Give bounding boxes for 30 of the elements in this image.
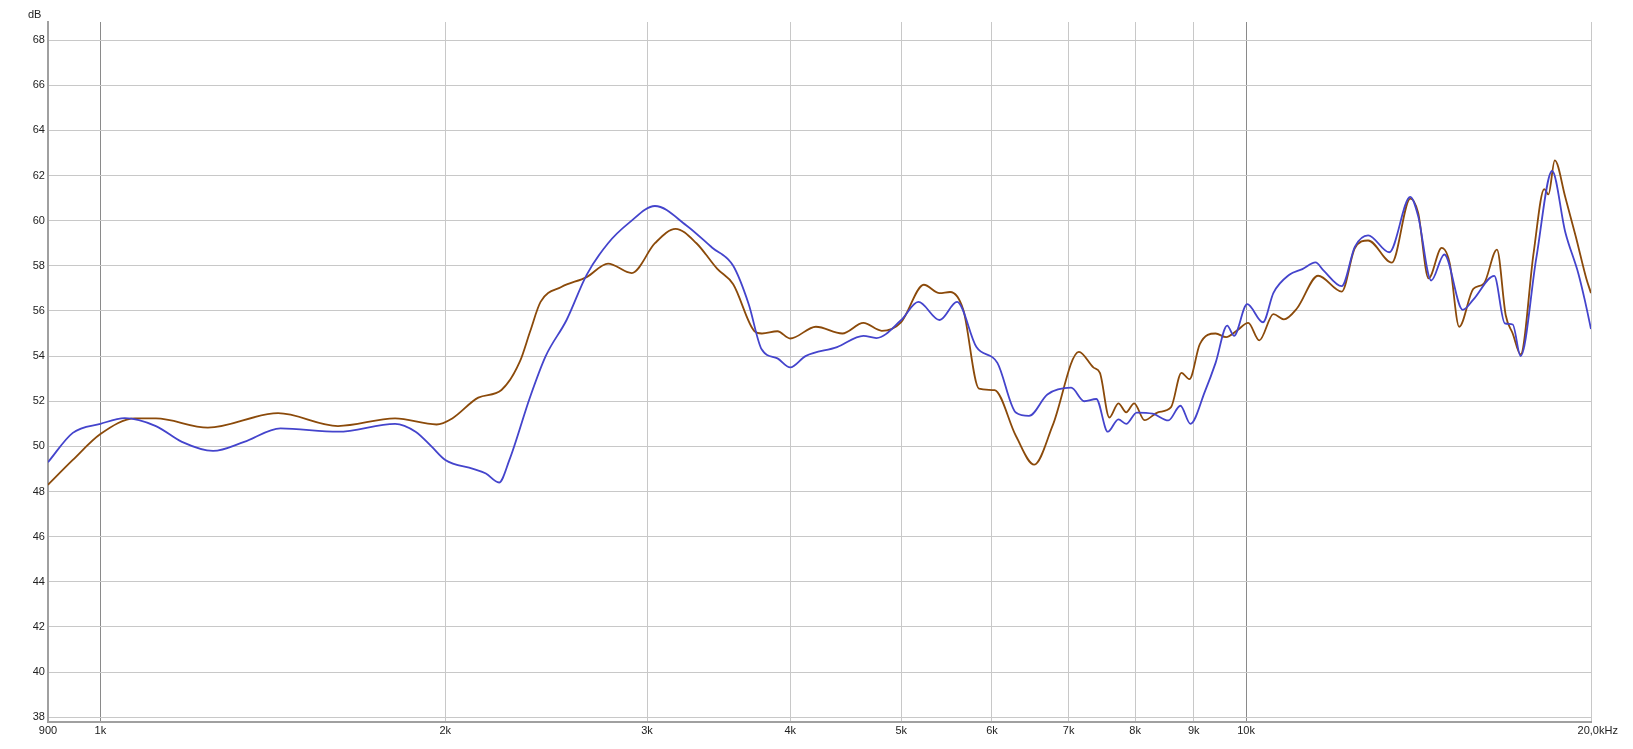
y-tick-label: 40 <box>32 665 45 678</box>
x-tick-label: 4k <box>784 724 797 737</box>
x-tick-label: 10k <box>1237 724 1256 737</box>
x-tick-label: 1k <box>94 724 107 737</box>
y-tick-label: 46 <box>32 529 45 542</box>
y-tick-label: 50 <box>32 439 45 452</box>
y-tick-label: 48 <box>32 484 45 497</box>
x-tick-label: 6k <box>986 724 999 737</box>
x-tick-label: 5k <box>895 724 908 737</box>
y-tick-label: 54 <box>32 349 45 362</box>
y-tick-label: 38 <box>32 710 45 723</box>
x-tick-label: 7k <box>1062 724 1075 737</box>
y-tick-label: 66 <box>32 78 45 91</box>
x-tick-label: 3k <box>641 724 654 737</box>
y-tick-label: 68 <box>32 33 45 46</box>
x-tick-label: 900 <box>38 724 58 737</box>
y-tick-label: 42 <box>32 620 45 633</box>
y-tick-label: 56 <box>32 303 45 316</box>
y-tick-label: 58 <box>32 258 45 271</box>
y-tick-label: 64 <box>32 123 45 136</box>
x-tick-label: 8k <box>1129 724 1142 737</box>
x-tick-label: 2k <box>439 724 452 737</box>
y-tick-label: 60 <box>32 213 45 226</box>
y-tick-label: 62 <box>32 168 45 181</box>
y-tick-label: 52 <box>32 394 45 407</box>
y-axis-title: dB <box>28 7 42 20</box>
x-tick-label: 20,0k <box>1577 724 1605 737</box>
x-tick-label: 9k <box>1187 724 1200 737</box>
x-axis-title: Hz <box>1604 724 1618 737</box>
y-tick-label: 44 <box>32 574 45 587</box>
